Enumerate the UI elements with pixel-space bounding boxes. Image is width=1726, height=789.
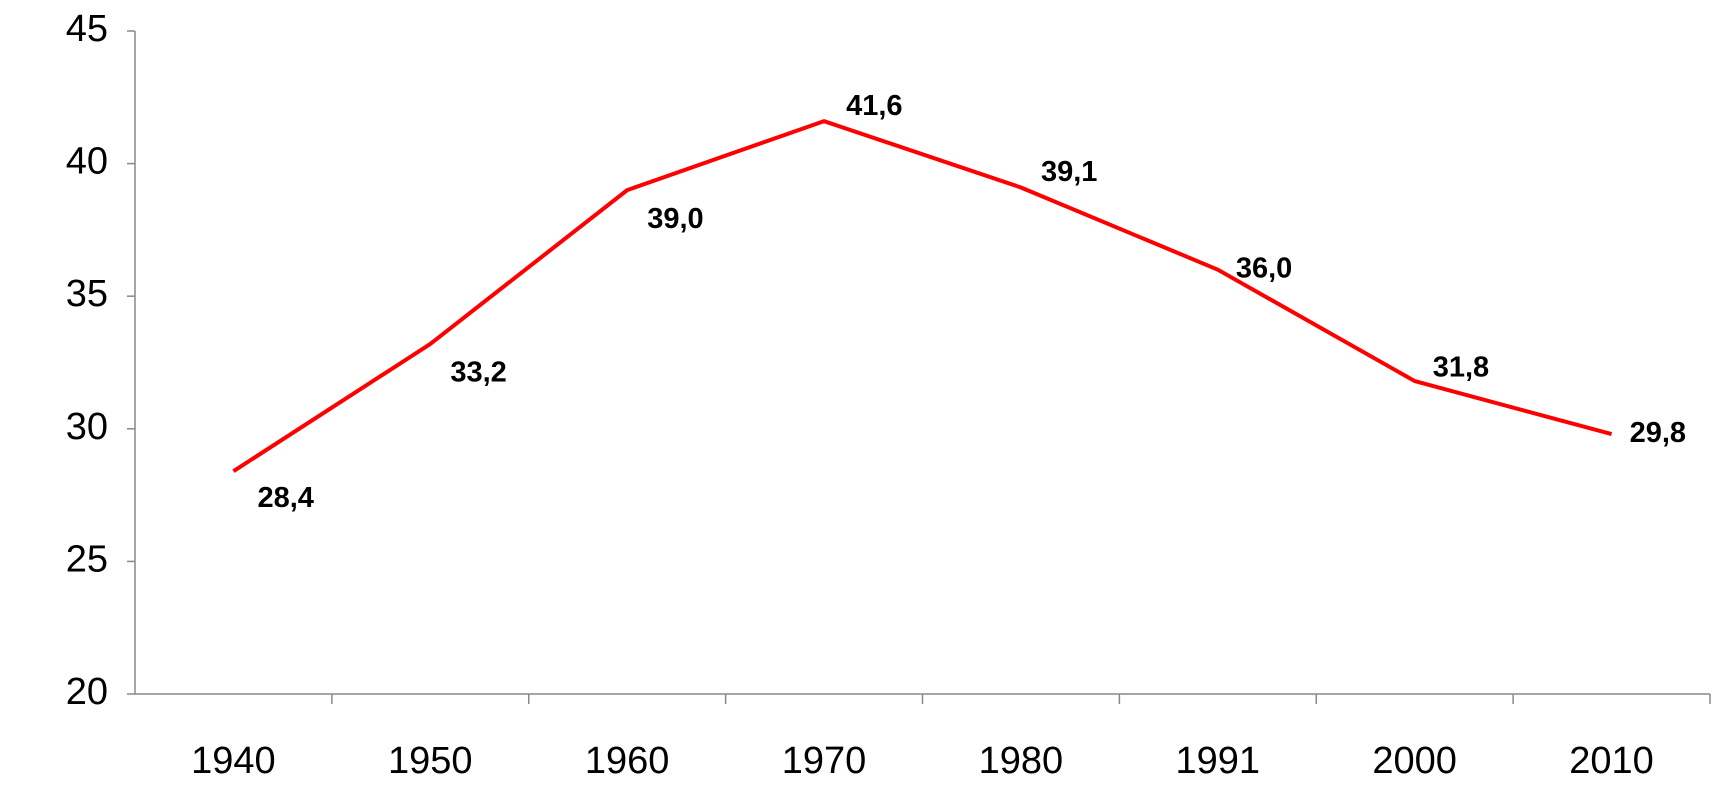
x-tick-label: 1940 [191, 740, 276, 782]
data-label: 28,4 [257, 482, 313, 514]
data-label: 31,8 [1433, 352, 1489, 384]
data-line [233, 121, 1611, 471]
y-tick-label: 35 [66, 273, 108, 315]
data-label: 36,0 [1236, 252, 1292, 284]
y-tick-label: 45 [66, 8, 108, 50]
y-tick-label: 20 [66, 671, 108, 713]
y-tick-label: 25 [66, 538, 108, 580]
x-tick-label: 1980 [979, 740, 1064, 782]
data-label: 29,8 [1630, 417, 1686, 449]
y-tick-label: 40 [66, 141, 108, 183]
x-tick-label: 1950 [388, 740, 473, 782]
x-tick-label: 2010 [1569, 740, 1654, 782]
y-tick-label: 30 [66, 406, 108, 448]
x-tick-label: 1960 [585, 740, 670, 782]
data-label: 39,0 [647, 203, 703, 235]
data-label: 41,6 [846, 90, 902, 122]
chart: 20 25 30 35 40 45 1940 1950 1960 1970 1980 1991 2000… [0, 0, 1726, 789]
data-label: 39,1 [1041, 156, 1097, 188]
x-tick-label: 2000 [1372, 740, 1457, 782]
x-tick-label: 1970 [782, 740, 867, 782]
x-tick-label: 1991 [1176, 740, 1261, 782]
data-label: 33,2 [450, 357, 506, 389]
